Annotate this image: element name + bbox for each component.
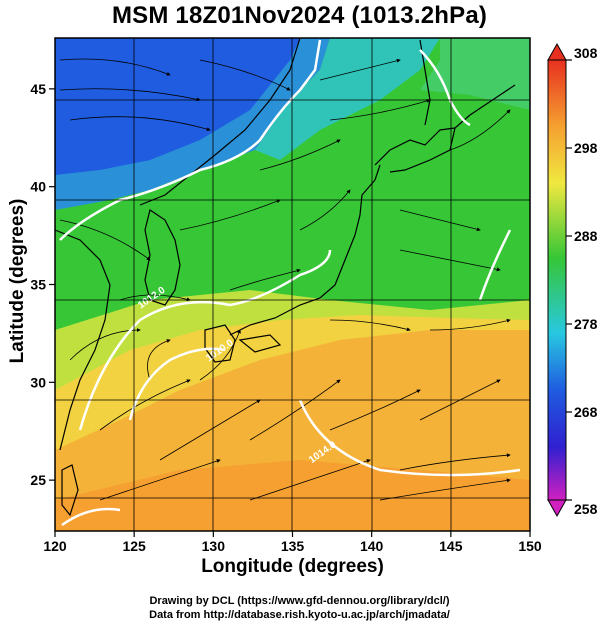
colorbar-tick-label: 308 (574, 45, 598, 61)
shikoku-outline (238, 334, 282, 353)
y-tick-label: 40 (30, 179, 46, 195)
credit-drawing: Drawing by DCL (https://www.gfd-dennou.o… (149, 595, 450, 607)
y-axis-label: Latitude (degrees) (7, 198, 28, 364)
sakhalin-outline (419, 39, 431, 126)
taiwan-outline (61, 464, 79, 517)
x-tick-label: 150 (518, 538, 542, 554)
x-tick-label: 125 (122, 538, 146, 554)
map-title: MSM 18Z01Nov2024 (1013.2hPa) (111, 2, 488, 29)
grid-lines (55, 38, 530, 531)
contour-1014 (298, 399, 521, 477)
contour-1012 (78, 249, 332, 431)
y-axis-ticks: 25 30 35 40 45 (30, 81, 55, 488)
colorbar: 308 298 288 278 268 258 (547, 42, 598, 518)
colorbar-tick-label: 298 (574, 140, 598, 156)
contour-east (478, 229, 512, 301)
colorbar-bottom-triangle (547, 499, 567, 518)
credit-data-source: Data from http://database.rish.kyoto-u.a… (149, 609, 450, 621)
japan-honshu-outline (229, 164, 381, 336)
y-tick-label: 45 (30, 81, 46, 97)
wind-streamlines (59, 58, 511, 501)
y-tick-label: 35 (30, 277, 46, 293)
x-axis-label: Longitude (degrees) (201, 556, 384, 577)
x-tick-label: 135 (281, 538, 305, 554)
y-tick-label: 25 (30, 472, 46, 488)
contour-1010 (128, 347, 226, 421)
y-tick-label: 30 (30, 374, 46, 390)
contour-north (59, 39, 322, 241)
korea-outline (144, 209, 181, 306)
x-tick-label: 140 (360, 538, 384, 554)
colorbar-tick-label: 288 (574, 228, 598, 244)
contour-south (61, 507, 121, 527)
colorbar-tick-label: 268 (574, 404, 598, 420)
colorbar-tick-label: 278 (574, 316, 598, 332)
colorbar-gradient (547, 59, 567, 501)
colorbar-top-triangle (547, 42, 567, 61)
x-tick-label: 130 (202, 538, 226, 554)
x-tick-label: 120 (43, 538, 67, 554)
russia-coast-outline (139, 38, 301, 206)
colorbar-tick-label: 258 (574, 501, 598, 517)
temperature-field (55, 38, 530, 531)
x-axis-ticks: 120 125 130 135 140 145 150 (43, 531, 542, 554)
x-tick-label: 145 (439, 538, 463, 554)
japan-hokkaido-outline (374, 127, 456, 173)
kuril-islands (454, 84, 516, 129)
